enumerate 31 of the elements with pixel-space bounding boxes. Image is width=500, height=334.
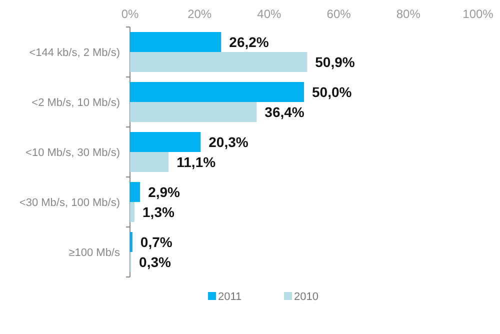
bar	[130, 152, 169, 172]
data-label: 50,0%	[312, 84, 352, 100]
x-tick-label: 40%	[257, 7, 282, 21]
legend-label: 2010	[294, 291, 318, 303]
data-label: 11,1%	[176, 154, 216, 170]
x-tick-label: 60%	[326, 7, 352, 21]
bar	[130, 202, 135, 222]
data-label: 50,9%	[315, 54, 356, 70]
data-label: 36,4%	[264, 104, 305, 120]
bar	[130, 132, 201, 152]
x-tick-label: 20%	[188, 7, 212, 21]
data-label: 1,3%	[142, 204, 175, 220]
y-tick-label: <30 Mb/s, 100 Mb/s)	[19, 196, 120, 209]
x-tick-label: 100%	[462, 7, 494, 21]
bar	[130, 82, 304, 102]
x-tick-label: 0%	[121, 7, 139, 21]
bar	[130, 102, 257, 122]
bar	[130, 182, 140, 202]
bar	[130, 32, 222, 52]
y-tick-label: <10 Mb/s, 30 Mb/s)	[26, 146, 120, 159]
data-label: 26,2%	[229, 34, 270, 50]
legend-label: 2011	[218, 291, 242, 303]
data-label: 0,7%	[140, 234, 173, 250]
bar	[130, 52, 308, 72]
y-tick-label: <144 kb/s, 2 Mb/s)	[29, 46, 120, 59]
x-tick-label: 80%	[396, 7, 421, 21]
data-label: 20,3%	[208, 134, 249, 150]
data-label: 0,3%	[139, 254, 172, 270]
data-label: 2,9%	[148, 184, 181, 200]
y-tick-label: <2 Mb/s, 10 Mb/s)	[32, 96, 120, 109]
y-tick-label: ≥100 Mb/s	[68, 246, 120, 259]
